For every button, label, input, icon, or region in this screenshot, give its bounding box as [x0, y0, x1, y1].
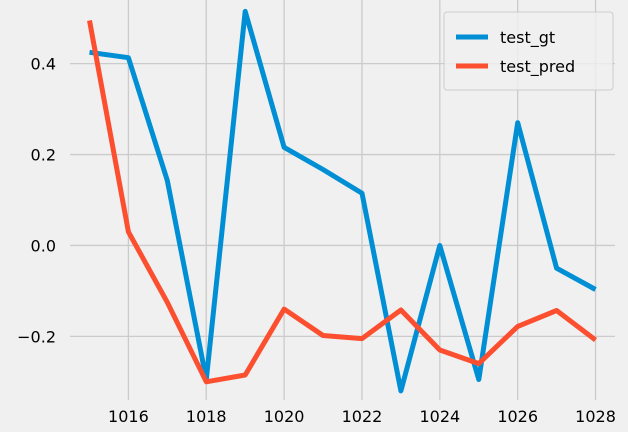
legend-label: test_gt [500, 28, 555, 48]
x-tick-label: 1028 [575, 407, 616, 426]
series-line-test-pred [87, 20, 598, 385]
x-tick-label: 1024 [419, 407, 460, 426]
y-tick-label: −0.2 [17, 327, 56, 346]
x-tick-label: 1022 [342, 407, 383, 426]
y-tick-label: 0.2 [31, 146, 56, 165]
y-tick-labels: −0.2 0.0 0.2 0.4 [17, 55, 56, 347]
legend-box [443, 11, 614, 91]
y-tick-label: 0.0 [31, 236, 56, 255]
x-tick-label: 1020 [264, 407, 305, 426]
x-tick-label: 1018 [186, 407, 227, 426]
series-line-test-gt [89, 8, 597, 394]
x-tick-label: 1016 [108, 407, 149, 426]
y-tick-label: 0.4 [31, 55, 56, 74]
x-tick-label: 1026 [497, 407, 538, 426]
series-lines [87, 8, 598, 394]
legend: test_gt test_pred [443, 11, 614, 91]
legend-label: test_pred [500, 57, 575, 77]
x-tick-labels: 1016 1018 1020 1022 1024 1026 1028 [108, 407, 616, 426]
